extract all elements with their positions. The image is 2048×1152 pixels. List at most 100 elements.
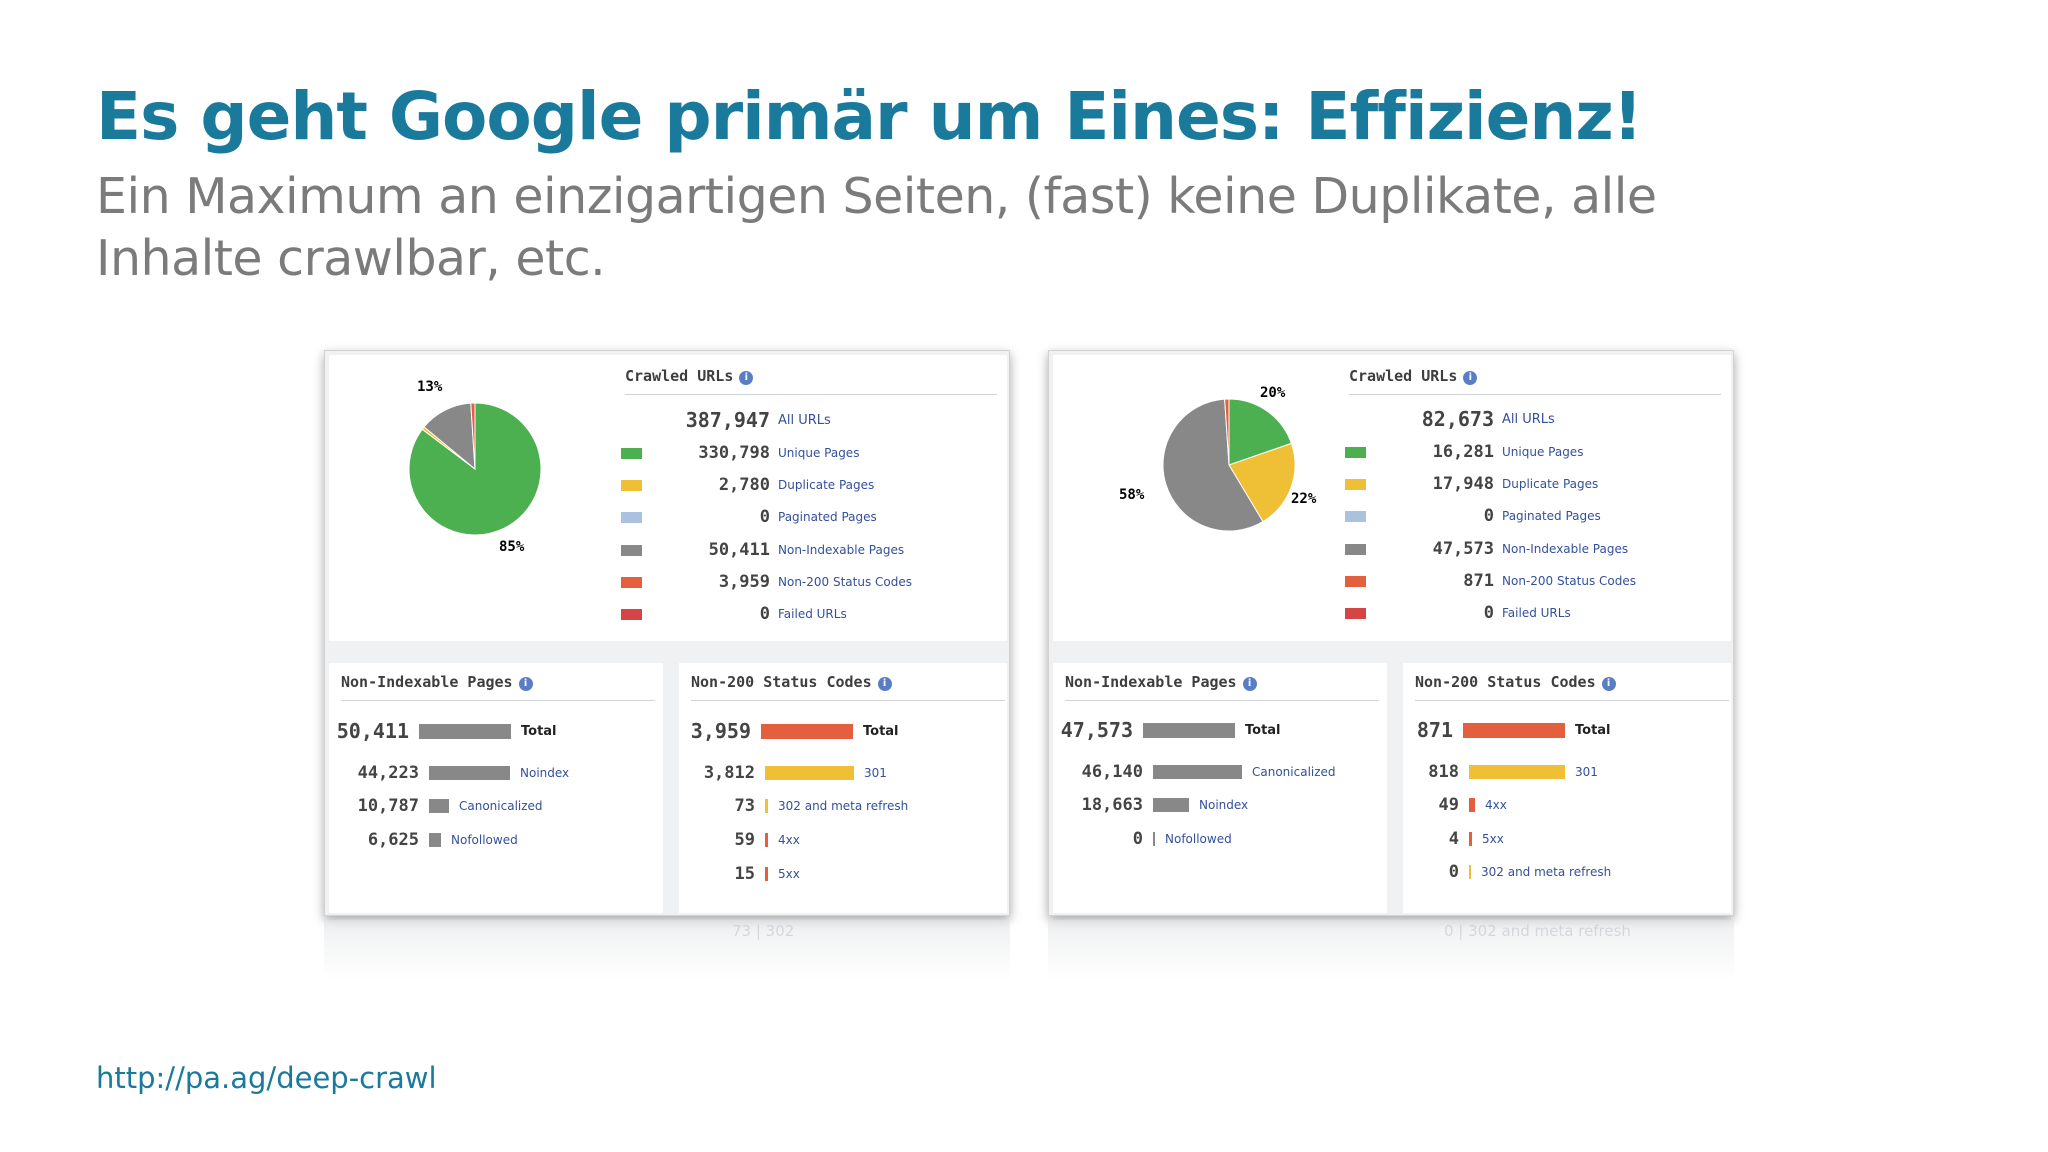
crawled-row-duplicate: 2,780 Duplicate Pages [621,473,874,497]
crawled-total-label[interactable]: All URLs [1502,411,1555,427]
info-icon[interactable]: i [1463,371,1478,385]
info-icon[interactable]: i [739,371,754,385]
non200-row-301: 3,812 301 [679,761,1007,785]
non-indexable-value-canonicalized: 46,140 [1081,762,1143,782]
crawled-label-unique[interactable]: Unique Pages [778,446,860,460]
non200-label-301[interactable]: 301 [1575,765,1598,779]
non-indexable-total-label: Total [521,723,557,739]
non-indexable-row-canonicalized: 10,787 Canonicalized [329,794,663,818]
non200-header: Non-200 Status Codes i [1415,671,1729,701]
crawled-label-failed[interactable]: Failed URLs [1502,606,1571,620]
crawled-label-unique[interactable]: Unique Pages [1502,445,1584,459]
info-icon[interactable]: i [1242,677,1257,691]
reflection-text: 0 | 302 and meta refresh [1444,922,1631,940]
crawled-label-paginated[interactable]: Paginated Pages [1502,509,1601,523]
crawl-report-panel-before: 13% 85% Crawled URLs i 387,947 All URLs 3… [324,350,1010,916]
bar-non200-total [761,723,853,739]
bar-non-indexable-canonicalized [1153,765,1242,779]
crawled-label-non200[interactable]: Non-200 Status Codes [1502,574,1636,588]
info-icon[interactable]: i [518,677,533,691]
non-indexable-row-nofollowed: 0 Nofollowed [1053,827,1387,851]
bar-non200-total [1463,722,1565,738]
non200-total-value: 3,959 [690,719,751,743]
non200-value-4xx: 59 [734,830,755,850]
crawled-row-unique: 16,281 Unique Pages [1345,440,1583,464]
non-indexable-label-canonicalized[interactable]: Canonicalized [459,799,543,813]
non-indexable-label-nofollowed[interactable]: Nofollowed [1165,832,1232,846]
bar-non200-302 [765,799,768,813]
non-indexable-label-nofollowed[interactable]: Nofollowed [451,833,518,847]
crawled-label-non-indexable[interactable]: Non-Indexable Pages [778,543,905,557]
non200-row-4xx: 59 4xx [679,828,1007,852]
non-indexable-total-value: 47,573 [1060,718,1133,742]
crawled-total-label[interactable]: All URLs [778,412,831,428]
pie-slice-non-200-status-codes [1224,398,1230,466]
non-indexable-pages-box: Non-Indexable Pages i 47,573 Total 46,140… [1053,663,1387,913]
non200-label-5xx[interactable]: 5xx [778,867,800,881]
crawled-label-non200[interactable]: Non-200 Status Codes [778,575,912,589]
non200-label-5xx[interactable]: 5xx [1482,832,1504,846]
crawled-urls-header: Crawled URLs i [1349,367,1721,395]
crawled-value-unique: 16,281 [1432,442,1494,462]
non-indexable-label-noindex[interactable]: Noindex [1199,798,1249,812]
crawled-label-non-indexable[interactable]: Non-Indexable Pages [1502,542,1629,556]
non-indexable-total-row: 47,573 Total [1053,718,1387,742]
crawled-row-failed: 0 Failed URLs [621,602,847,626]
bar-non200-4xx [765,833,768,847]
bar-non200-301 [765,766,854,780]
crawled-label-duplicate[interactable]: Duplicate Pages [1502,477,1599,491]
bar-non-indexable-canonicalized [429,799,449,813]
crawled-value-failed: 0 [759,604,770,624]
non200-label-4xx[interactable]: 4xx [1485,798,1507,812]
bar-non-indexable-total [419,723,511,739]
non200-status-codes-box: Non-200 Status Codes i 3,959 Total 3,812 … [679,663,1007,913]
non200-row-5xx: 15 5xx [679,862,1007,886]
non-indexable-value-nofollowed: 0 [1132,829,1143,849]
legend-swatch-duplicate [621,479,642,491]
non200-total-row: 3,959 Total [679,719,1007,743]
info-icon[interactable]: i [1601,677,1616,691]
legend-swatch-paginated [1345,510,1366,522]
non200-value-302: 73 [734,796,755,816]
info-icon[interactable]: i [877,677,892,691]
slide-title: Es geht Google primär um Eines: Effizien… [96,78,1643,155]
non200-label-302[interactable]: 302 and meta refresh [1481,865,1612,879]
non-indexable-pages-box: Non-Indexable Pages i 50,411 Total 44,223… [329,663,663,913]
crawled-label-failed[interactable]: Failed URLs [778,607,847,621]
non200-total-label: Total [1575,722,1611,738]
non200-value-301: 3,812 [703,763,755,783]
pie-label-unique: 85% [499,539,525,555]
non200-total-value: 871 [1416,718,1453,742]
pie-label-unique: 20% [1260,385,1286,401]
crawled-label-duplicate[interactable]: Duplicate Pages [778,478,875,492]
non200-total-row: 871 Total [1403,718,1731,742]
crawled-urls-title: Crawled URLs [1349,367,1458,385]
non-indexable-header: Non-Indexable Pages i [341,671,655,701]
non200-title: Non-200 Status Codes [691,673,872,691]
non200-label-302[interactable]: 302 and meta refresh [778,799,909,813]
non200-row-4xx: 49 4xx [1403,793,1731,817]
bar-non200-4xx [1469,798,1475,812]
crawled-value-non200: 871 [1463,571,1494,591]
crawled-value-unique: 330,798 [698,443,770,463]
non-indexable-value-noindex: 18,663 [1081,795,1143,815]
crawled-label-paginated[interactable]: Paginated Pages [778,510,877,524]
source-link[interactable]: http://pa.ag/deep-crawl [96,1061,437,1095]
bar-non200-5xx [1469,832,1472,846]
non-indexable-label-canonicalized[interactable]: Canonicalized [1252,765,1336,779]
panel-reflection: 0 | 302 and meta refresh [1048,920,1734,980]
non200-label-4xx[interactable]: 4xx [778,833,800,847]
non-indexable-label-noindex[interactable]: Noindex [520,766,570,780]
bar-non-indexable-nofollowed [1153,832,1155,846]
pie-slice-non-200-status-codes [470,402,476,470]
crawled-urls-header: Crawled URLs i [625,367,997,395]
non200-title: Non-200 Status Codes [1415,673,1596,691]
non200-value-5xx: 4 [1448,829,1459,849]
crawl-report-panel-after: 20% 22% 58% Crawled URLs i 82,673 All URL… [1048,350,1734,916]
non200-total-label: Total [863,723,899,739]
non200-row-301: 818 301 [1403,760,1731,784]
crawled-urls-pie-chart [1162,398,1296,532]
non200-label-301[interactable]: 301 [864,766,887,780]
non-indexable-total-label: Total [1245,722,1281,738]
non-indexable-value-nofollowed: 6,625 [367,830,419,850]
